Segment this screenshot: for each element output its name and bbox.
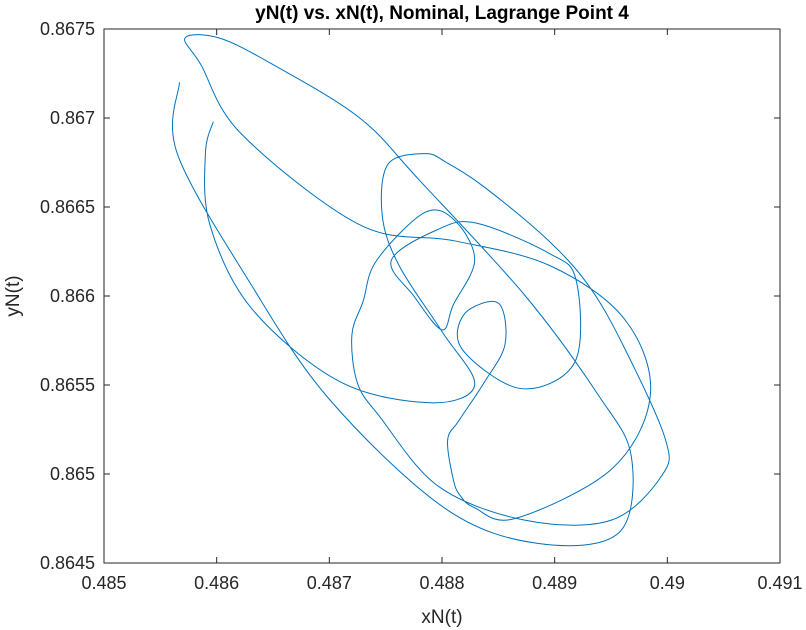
- x-tick-label: 0.487: [307, 573, 352, 593]
- y-tick-label: 0.8675: [40, 19, 95, 39]
- y-axis-label: yN(t): [3, 275, 24, 316]
- y-tick-label: 0.866: [50, 286, 95, 306]
- trajectory-series: [171, 34, 670, 547]
- x-tick-label: 0.488: [419, 573, 464, 593]
- y-tick-label: 0.865: [50, 464, 95, 484]
- y-axis: 0.8645 0.865 0.8655 0.866 0.8665 0.867 0.8675: [40, 19, 780, 573]
- trajectory-line: [171, 34, 670, 547]
- chart-title: yN(t) vs. xN(t), Nominal, Lagrange Point…: [255, 3, 629, 24]
- y-tick-label: 0.8665: [40, 197, 95, 217]
- x-tick-label: 0.49: [650, 573, 685, 593]
- x-tick-label: 0.486: [194, 573, 239, 593]
- x-axis: 0.485 0.486 0.487 0.488 0.489 0.49 0.491: [81, 29, 803, 593]
- plot-area: [104, 29, 780, 563]
- x-axis-label: xN(t): [421, 607, 462, 628]
- x-tick-label: 0.485: [81, 573, 126, 593]
- y-tick-label: 0.8645: [40, 553, 95, 573]
- x-tick-label: 0.489: [532, 573, 577, 593]
- y-tick-label: 0.867: [50, 108, 95, 128]
- y-tick-label: 0.8655: [40, 375, 95, 395]
- x-tick-label: 0.491: [757, 573, 802, 593]
